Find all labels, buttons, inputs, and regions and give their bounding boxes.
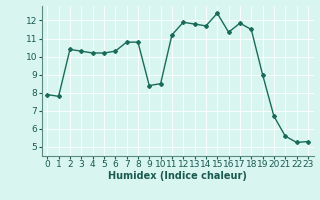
X-axis label: Humidex (Indice chaleur): Humidex (Indice chaleur) [108,171,247,181]
